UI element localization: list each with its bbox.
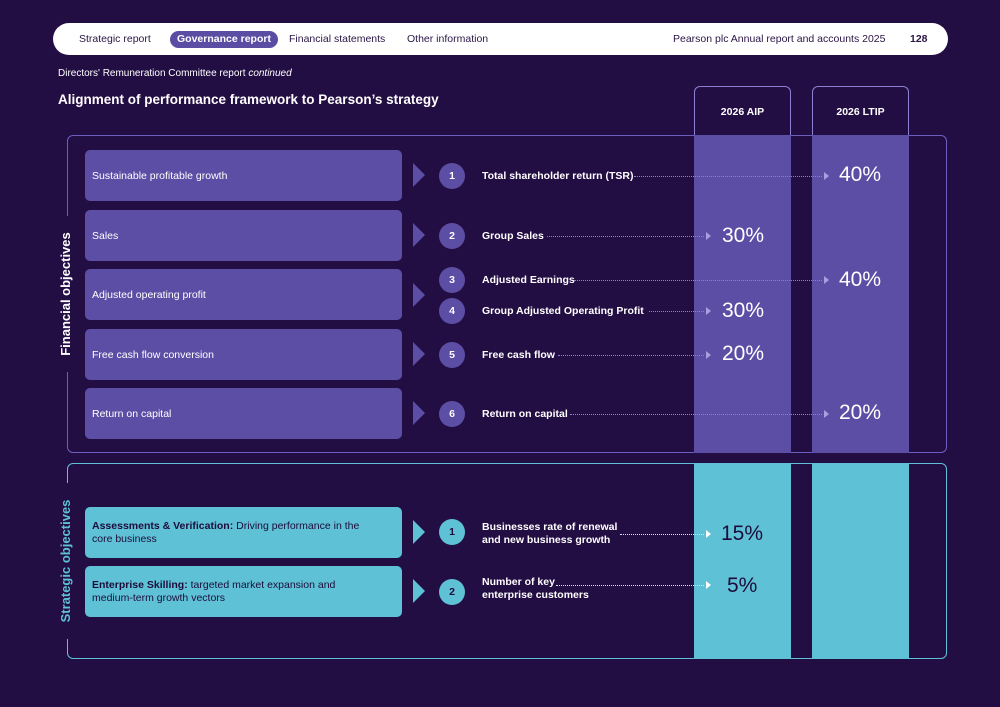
measure-number-badge: 1	[439, 519, 465, 545]
report-title: Pearson plc Annual report and accounts 2…	[673, 33, 886, 45]
arrow-right-icon	[413, 520, 425, 544]
pointer-icon	[706, 351, 711, 359]
pointer-icon	[706, 581, 711, 589]
measure-group-sales: Group Sales	[482, 230, 544, 242]
measure-key-enterprise-customers: Number of key enterprise customers	[482, 576, 589, 601]
objective-label: Adjusted operating profit	[92, 288, 206, 301]
arrow-right-icon	[413, 579, 425, 603]
measure-tsr: Total shareholder return (TSR)	[482, 170, 634, 182]
objective-title: Assessments & Verification:	[92, 520, 234, 532]
arrow-right-icon	[413, 283, 425, 307]
objective-desc-line1: targeted market expansion and	[190, 579, 336, 591]
objective-sales: Sales	[85, 210, 402, 261]
objective-enterprise-skilling: Enterprise Skilling: targeted market exp…	[85, 566, 402, 617]
objective-desc-line1: Driving performance in the	[236, 520, 360, 532]
objective-label: Sustainable profitable growth	[92, 169, 228, 182]
measure-line2: and new business growth	[482, 533, 611, 546]
column-header-ltip: 2026 LTIP	[812, 86, 909, 135]
measure-adjusted-earnings: Adjusted Earnings	[482, 274, 575, 286]
pointer-icon	[706, 232, 711, 240]
measure-line2: enterprise customers	[482, 588, 589, 601]
measure-number-badge: 5	[439, 342, 465, 368]
measure-number-badge: 4	[439, 298, 465, 324]
leader-line	[574, 280, 822, 281]
page-title: Alignment of performance framework to Pe…	[58, 92, 439, 107]
objective-title: Enterprise Skilling:	[92, 579, 188, 591]
measure-renewal-rate: Businesses rate of renewal and new busin…	[482, 521, 617, 546]
objective-desc-line2: medium-term growth vectors	[92, 591, 226, 604]
objective-label: Free cash flow conversion	[92, 348, 214, 361]
measure-number-badge: 6	[439, 401, 465, 427]
weight-tsr-ltip: 40%	[839, 163, 882, 186]
leader-line	[649, 311, 704, 312]
measure-number-badge: 2	[439, 579, 465, 605]
page-number: 128	[910, 33, 928, 45]
column-header-aip: 2026 AIP	[694, 86, 791, 135]
arrow-right-icon	[413, 223, 425, 247]
objective-label: Return on capital	[92, 407, 172, 420]
arrow-right-icon	[413, 342, 425, 366]
leader-line	[634, 176, 822, 177]
weight-free-cash-flow-aip: 20%	[722, 342, 765, 365]
objective-sustainable-profitable-growth: Sustainable profitable growth	[85, 150, 402, 201]
ltip-column-strategic	[812, 463, 909, 659]
aip-column-strategic	[694, 463, 791, 659]
arrow-right-icon	[413, 163, 425, 187]
nav-tab-other-information[interactable]: Other information	[407, 33, 489, 45]
subtitle-main: Directors' Remuneration Committee report	[58, 68, 246, 79]
measure-line1: Businesses rate of renewal	[482, 521, 618, 533]
measure-free-cash-flow: Free cash flow	[482, 349, 555, 361]
measure-return-on-capital: Return on capital	[482, 408, 568, 420]
nav-tab-governance-report[interactable]: Governance report	[170, 31, 278, 48]
nav-tab-financial-statements[interactable]: Financial statements	[289, 33, 386, 45]
financial-objectives-label: Financial objectives	[58, 216, 76, 372]
weight-return-on-capital-ltip: 20%	[839, 401, 882, 424]
subtitle-continued: continued	[248, 68, 292, 79]
pointer-icon	[706, 530, 711, 538]
objective-free-cash-flow-conversion: Free cash flow conversion	[85, 329, 402, 380]
leader-line	[558, 355, 704, 356]
measure-number-badge: 3	[439, 267, 465, 293]
strategic-objectives-label: Strategic objectives	[58, 483, 76, 639]
measure-number-badge: 1	[439, 163, 465, 189]
weight-adjusted-operating-profit-aip: 30%	[722, 299, 765, 322]
weight-renewal-rate-aip: 15%	[721, 522, 764, 545]
pointer-icon	[706, 307, 711, 315]
top-nav-bar: Strategic report Governance report Finan…	[53, 23, 948, 55]
arrow-right-icon	[413, 401, 425, 425]
leader-line	[556, 585, 704, 586]
measure-line1: Number of key	[482, 576, 555, 588]
leader-line	[620, 534, 704, 535]
objective-label: Sales	[92, 229, 119, 242]
pointer-icon	[824, 276, 829, 284]
weight-key-customers-aip: 5%	[727, 574, 758, 597]
leader-line	[570, 414, 822, 415]
objective-return-on-capital: Return on capital	[85, 388, 402, 439]
objective-text: Enterprise Skilling: targeted market exp…	[92, 579, 335, 604]
pointer-icon	[824, 410, 829, 418]
nav-tab-strategic-report[interactable]: Strategic report	[79, 33, 151, 45]
objective-text: Assessments & Verification: Driving perf…	[92, 520, 359, 545]
weight-group-sales-aip: 30%	[722, 224, 765, 247]
objective-adjusted-operating-profit: Adjusted operating profit	[85, 269, 402, 320]
pointer-icon	[824, 172, 829, 180]
leader-line	[547, 236, 704, 237]
section-subtitle: Directors' Remuneration Committee report…	[58, 68, 292, 79]
objective-desc-line2: core business	[92, 532, 157, 545]
measure-group-adjusted-operating-profit: Group Adjusted Operating Profit	[482, 305, 644, 317]
weight-adjusted-earnings-ltip: 40%	[839, 268, 882, 291]
objective-assessments-verification: Assessments & Verification: Driving perf…	[85, 507, 402, 558]
aip-column-financial	[694, 135, 791, 453]
ltip-column-financial	[812, 135, 909, 453]
measure-number-badge: 2	[439, 223, 465, 249]
